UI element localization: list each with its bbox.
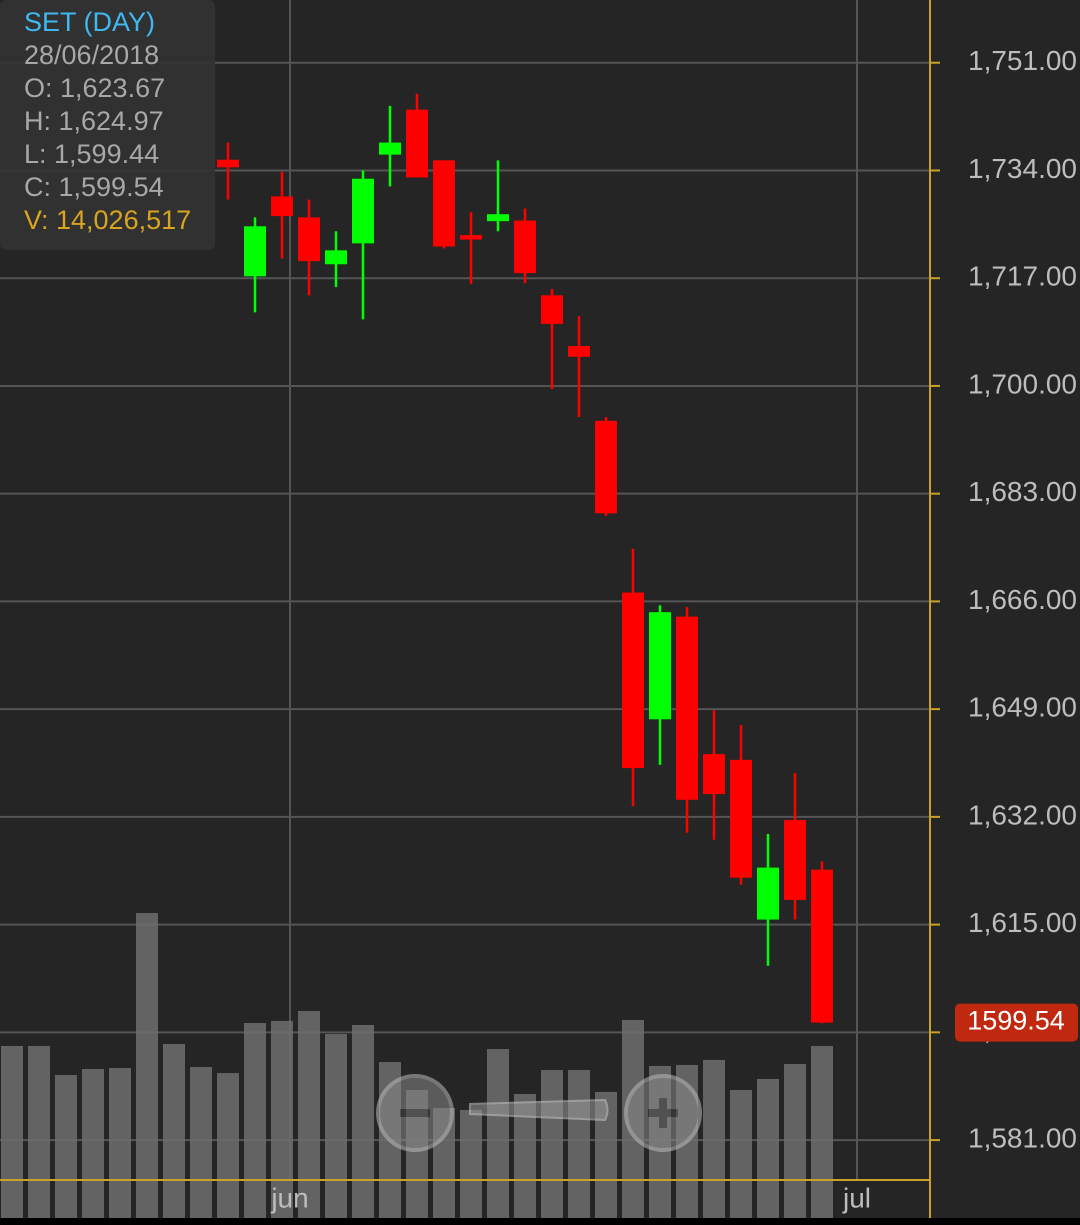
candle-body bbox=[379, 142, 401, 155]
candle-body bbox=[595, 420, 617, 514]
volume-bar bbox=[757, 1078, 779, 1218]
volume-bar bbox=[136, 913, 158, 1218]
volume-bar bbox=[163, 1043, 185, 1218]
candle-body bbox=[487, 214, 509, 222]
volume-bar bbox=[703, 1059, 725, 1218]
candle-body bbox=[406, 109, 428, 178]
y-tick-label: 1,700.00 bbox=[968, 368, 1077, 399]
y-tick-label: 1,649.00 bbox=[968, 692, 1077, 723]
last-price-label: 1599.54 bbox=[967, 1006, 1065, 1036]
volume-bar bbox=[460, 1109, 482, 1218]
info-date: 28/06/2018 bbox=[24, 40, 159, 70]
info-open: O: 1,623.67 bbox=[24, 73, 165, 103]
info-close: C: 1,599.54 bbox=[24, 172, 164, 202]
candle-body bbox=[514, 220, 536, 274]
candle-body bbox=[325, 250, 347, 265]
candle-body bbox=[784, 820, 806, 900]
volume-bar bbox=[55, 1075, 77, 1218]
candle-body bbox=[244, 226, 266, 277]
volume-bar bbox=[190, 1067, 212, 1218]
candle-body bbox=[568, 346, 590, 357]
info-low: L: 1,599.44 bbox=[24, 139, 159, 169]
y-tick-label: 1,666.00 bbox=[968, 584, 1077, 615]
volume-bar bbox=[487, 1049, 509, 1218]
volume-bar bbox=[28, 1045, 50, 1218]
candle-body bbox=[676, 616, 698, 800]
candle-body bbox=[433, 160, 455, 247]
y-tick-label: 1,683.00 bbox=[968, 476, 1077, 507]
x-tick-label: jul bbox=[842, 1182, 871, 1213]
info-volume: V: 14,026,517 bbox=[24, 205, 191, 235]
candle-body bbox=[757, 867, 779, 920]
last-price-box bbox=[955, 1003, 1078, 1042]
volume-bar bbox=[244, 1023, 266, 1218]
volume-bar bbox=[271, 1020, 293, 1218]
info-high: H: 1,624.97 bbox=[24, 106, 164, 136]
candle-body bbox=[703, 754, 725, 795]
volume-bar bbox=[298, 1010, 320, 1218]
volume-bar bbox=[730, 1089, 752, 1218]
candle-body bbox=[811, 869, 833, 1023]
y-tick-label: 1,632.00 bbox=[968, 799, 1077, 830]
candle-body bbox=[352, 178, 374, 244]
info-box: SET (DAY) 28/06/2018 O: 1,623.67 H: 1,62… bbox=[0, 0, 215, 250]
candle-body bbox=[622, 592, 644, 769]
last-price-tag: 1599.54 bbox=[955, 1003, 1078, 1042]
y-tick-label: 1,734.00 bbox=[968, 153, 1077, 184]
info-background bbox=[0, 0, 215, 250]
candle-body bbox=[271, 196, 293, 217]
volume-bar bbox=[352, 1024, 374, 1218]
volume-bar bbox=[541, 1069, 563, 1218]
volume-bar bbox=[1, 1045, 23, 1218]
volume-bar bbox=[595, 1091, 617, 1218]
y-tick-label: 1,615.00 bbox=[968, 907, 1077, 938]
candle-body bbox=[460, 235, 482, 240]
volume-bar bbox=[82, 1068, 104, 1218]
volume-bar bbox=[109, 1068, 131, 1218]
candle-layer bbox=[217, 93, 833, 1024]
candle-body bbox=[217, 159, 239, 168]
candle-body bbox=[298, 217, 320, 262]
volume-bar bbox=[811, 1045, 833, 1218]
volume-bar bbox=[325, 1034, 347, 1218]
candle-body bbox=[730, 759, 752, 878]
y-tick-label: 1,581.00 bbox=[968, 1122, 1077, 1153]
volume-bar bbox=[568, 1069, 590, 1218]
zoom-slider[interactable] bbox=[469, 1098, 609, 1122]
y-tick-label: 1,717.00 bbox=[968, 261, 1077, 292]
bottom-strip bbox=[0, 1218, 1080, 1225]
candle-body bbox=[541, 295, 563, 324]
volume-bar bbox=[217, 1073, 239, 1218]
zoom-in-icon-v bbox=[659, 1098, 667, 1128]
x-tick-label: jun bbox=[270, 1182, 308, 1213]
volume-bar bbox=[514, 1094, 536, 1218]
candle-body bbox=[649, 612, 671, 720]
volume-bar bbox=[784, 1063, 806, 1218]
info-title: SET (DAY) bbox=[24, 7, 155, 37]
zoom-out-icon bbox=[400, 1109, 430, 1117]
zoom-controls bbox=[376, 1074, 702, 1152]
y-tick-label: 1,751.00 bbox=[968, 45, 1077, 76]
